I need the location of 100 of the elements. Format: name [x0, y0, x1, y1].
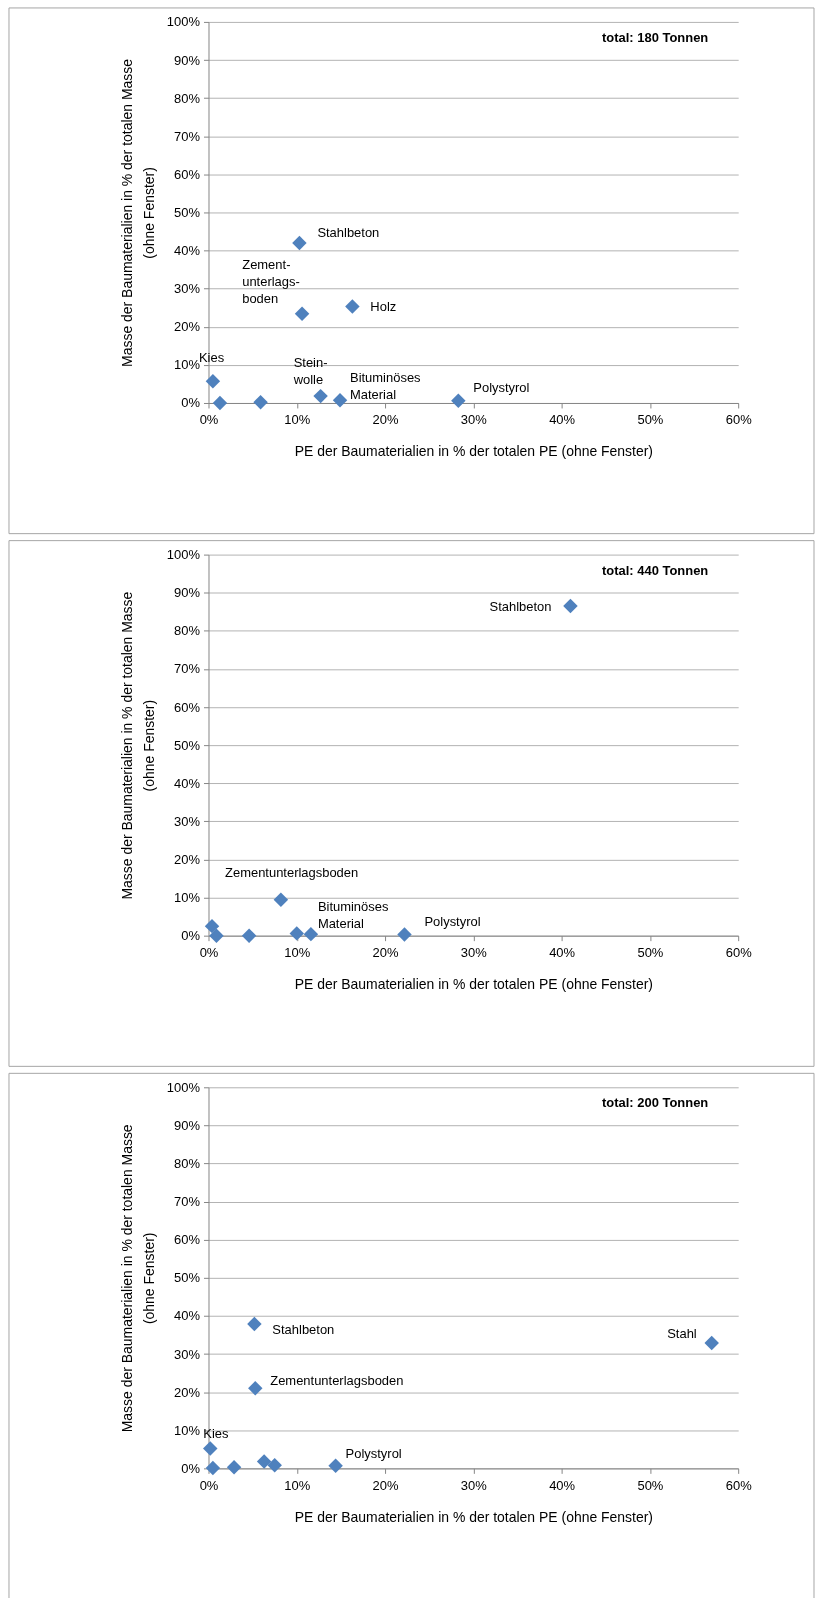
y-tick-label: 20%: [174, 319, 201, 335]
x-tick-label: 40%: [549, 412, 576, 428]
annotation: Zementunterlagsboden: [225, 865, 359, 881]
point: [292, 235, 307, 251]
point: [203, 1441, 218, 1456]
x-tick-label: 50%: [637, 412, 664, 428]
point: [294, 306, 310, 322]
y-tick-label: 80%: [174, 1156, 201, 1171]
y-tick-label: 0%: [181, 928, 201, 944]
point: [256, 1454, 272, 1469]
y-tick-label: 20%: [174, 851, 201, 867]
y-tick-label: 80%: [174, 623, 201, 639]
y-tick-label: 100%: [166, 547, 201, 563]
annotation: Polystyrol: [473, 380, 530, 396]
y-tick-label: 10%: [174, 890, 201, 906]
x-tick-label: 0%: [199, 1477, 219, 1493]
annotation: Stahl: [667, 1325, 697, 1341]
point: [328, 1458, 343, 1473]
point: [313, 388, 328, 404]
annotation: total: 180 Tonnen: [601, 29, 709, 45]
x-tick-label: 10%: [284, 412, 311, 428]
y-tick-label: 50%: [174, 1270, 201, 1286]
x-tick-label: 0%: [199, 945, 219, 961]
point: [253, 394, 268, 410]
x-tick-label: 10%: [284, 1477, 311, 1493]
point: [205, 374, 221, 389]
point: [397, 927, 412, 942]
point: [704, 1335, 719, 1351]
point: [241, 928, 257, 943]
point: [267, 1458, 282, 1473]
annotation: Stahlbeton: [317, 225, 380, 241]
point: [273, 892, 289, 908]
y-tick-label: 50%: [174, 737, 201, 753]
x-tick-label: 50%: [637, 945, 664, 961]
y-tick-label: 40%: [174, 1308, 201, 1324]
y-tick-label: 90%: [174, 585, 201, 601]
y-tick-label: 30%: [174, 813, 201, 829]
x-tick-label: 30%: [460, 412, 488, 428]
x-axis-title: PE der Baumaterialien in % der totalen PE (ohne Fenster): [294, 1508, 653, 1525]
point: [226, 1459, 242, 1475]
x-tick-label: 60%: [725, 412, 753, 428]
point: [209, 928, 224, 943]
point: [451, 393, 466, 408]
point: [303, 926, 319, 942]
y-tick-label: 40%: [174, 243, 201, 259]
x-tick-label: 50%: [637, 1477, 664, 1493]
x-tick-label: 40%: [549, 945, 576, 961]
annotation: total: 440 Tonnen: [601, 562, 709, 578]
y-tick-label: 30%: [174, 1346, 201, 1362]
point: [248, 1381, 263, 1396]
annotation: total: 200 Tonnen: [601, 1095, 709, 1111]
point: [205, 1460, 221, 1476]
y-tick-label: 100%: [166, 1079, 201, 1095]
y-tick-label: 80%: [174, 90, 201, 106]
y-tick-label: 70%: [174, 1194, 201, 1210]
x-tick-label: 30%: [460, 945, 488, 961]
y-axis-title: Masse der Baumaterialien in % der totalen Masse (ohne Fenster): [118, 58, 157, 367]
x-axis-title: PE der Baumaterialien in % der totalen PE (ohne Fenster): [294, 976, 653, 993]
y-axis-title: Masse der Baumaterialien in % der totalen Masse (ohne Fenster): [118, 591, 157, 900]
y-tick-label: 90%: [174, 52, 201, 68]
annotation: Polystyrol: [345, 1446, 402, 1462]
x-tick-label: 30%: [460, 1477, 488, 1493]
point: [247, 1316, 262, 1332]
annotation: Stahlbeton: [489, 598, 552, 614]
annotation: Kies: [203, 1426, 229, 1442]
y-tick-label: 50%: [174, 204, 201, 220]
x-tick-label: 60%: [725, 945, 753, 961]
y-tick-label: 0%: [181, 395, 201, 411]
x-tick-label: 20%: [372, 945, 399, 961]
point: [204, 918, 220, 934]
y-tick-label: 60%: [174, 1232, 201, 1248]
annotation: Zement- unterlags- boden: [242, 257, 300, 307]
x-axis-title: PE der Baumaterialien in % der totalen PE (ohne Fenster): [294, 443, 653, 460]
annotation: Stein- wolle: [292, 354, 328, 387]
y-tick-label: 60%: [174, 699, 201, 715]
point: [563, 598, 578, 614]
y-tick-label: 30%: [174, 281, 201, 297]
y-tick-label: 10%: [174, 1422, 201, 1438]
x-tick-label: 40%: [549, 1477, 576, 1493]
y-tick-label: 10%: [174, 357, 201, 373]
y-tick-label: 100%: [166, 14, 201, 30]
annotation: Polystyrol: [424, 914, 481, 930]
annotation: Stahlbeton: [272, 1322, 335, 1338]
y-tick-label: 70%: [174, 128, 201, 144]
point: [332, 393, 348, 408]
y-tick-label: 90%: [174, 1117, 201, 1133]
y-tick-label: 40%: [174, 775, 201, 791]
point: [212, 395, 228, 411]
y-tick-label: 70%: [174, 661, 201, 677]
x-tick-label: 10%: [284, 945, 311, 961]
x-tick-label: 20%: [372, 1477, 399, 1493]
annotation: Bituminöses Material: [317, 898, 389, 931]
x-tick-label: 60%: [725, 1477, 753, 1493]
point: [345, 299, 360, 314]
annotation: Zementunterlagsboden: [270, 1372, 404, 1388]
annotation: Bituminöses Material: [350, 369, 422, 402]
x-tick-label: 0%: [199, 412, 219, 428]
y-tick-label: 60%: [174, 166, 201, 182]
x-tick-label: 20%: [372, 412, 399, 428]
y-tick-label: 20%: [174, 1384, 201, 1400]
